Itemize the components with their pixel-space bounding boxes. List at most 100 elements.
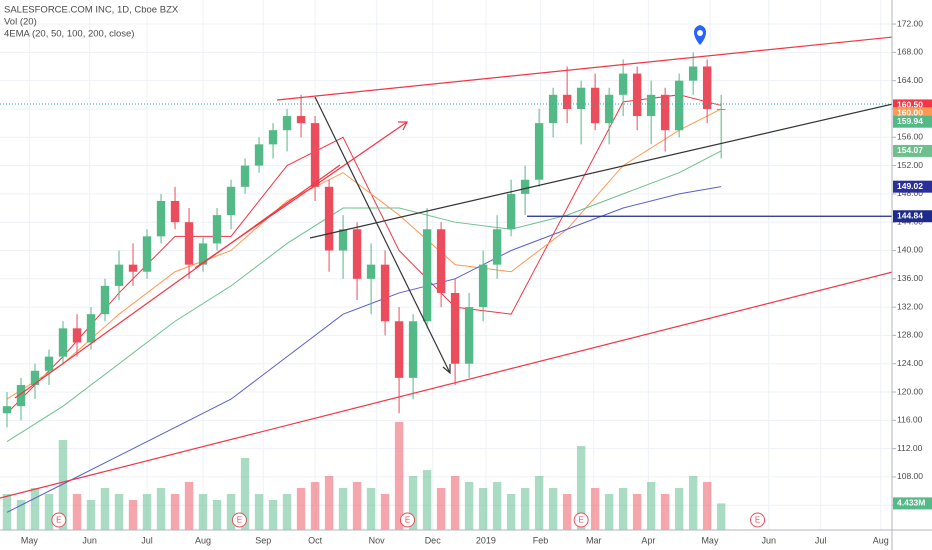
volume-bar bbox=[100, 488, 110, 530]
price-label-bg bbox=[893, 144, 932, 157]
trend-line bbox=[276, 32, 932, 101]
volume-bar bbox=[576, 446, 586, 530]
x-tick-label: Jun bbox=[82, 535, 97, 545]
candle-body bbox=[198, 243, 208, 265]
volume-label: 4.433M bbox=[897, 498, 925, 508]
y-tick-label: 152.00 bbox=[897, 160, 923, 170]
x-tick-label: Jul bbox=[815, 535, 827, 545]
earnings-label: E bbox=[56, 516, 61, 525]
marker-pin-dot bbox=[697, 30, 703, 36]
volume-bar bbox=[184, 482, 194, 530]
x-tick-label: Apr bbox=[641, 535, 655, 545]
x-tick-label: Oct bbox=[308, 535, 323, 545]
y-tick-label: 168.00 bbox=[897, 47, 923, 57]
volume-bar bbox=[660, 494, 670, 530]
y-tick-label: 132.00 bbox=[897, 301, 923, 311]
candle-body bbox=[58, 328, 68, 357]
candle-body bbox=[282, 116, 292, 131]
candle-body bbox=[310, 123, 320, 187]
candle-body bbox=[268, 130, 278, 145]
earnings-badge bbox=[399, 512, 415, 528]
candle-body bbox=[212, 215, 222, 244]
price-label: 159.94 bbox=[897, 116, 923, 126]
volume-bar bbox=[506, 494, 516, 530]
candle-body bbox=[226, 186, 236, 216]
ema-title: 4EMA (20, 50, 100, 200, close) bbox=[4, 29, 134, 40]
candle-body bbox=[492, 229, 502, 265]
price-label: 160.00 bbox=[897, 107, 923, 117]
y-tick-label: 156.00 bbox=[897, 132, 923, 142]
arrow bbox=[314, 96, 451, 374]
candle-body bbox=[352, 229, 362, 279]
y-tick-label: 108.00 bbox=[897, 471, 923, 481]
volume-bar bbox=[534, 476, 544, 530]
volume-bar bbox=[198, 494, 208, 530]
volume-bar bbox=[170, 494, 180, 530]
candle-body bbox=[716, 108, 726, 110]
earnings-badge bbox=[573, 512, 589, 528]
candle-body bbox=[576, 87, 586, 109]
x-tick-label: Feb bbox=[533, 535, 549, 545]
x-tick-label: Nov bbox=[369, 535, 386, 545]
price-label: 149.02 bbox=[897, 181, 923, 191]
candle-body bbox=[156, 200, 166, 237]
candle-body bbox=[408, 321, 418, 378]
candle-body bbox=[394, 321, 404, 378]
candle-body bbox=[506, 193, 516, 230]
earnings-badge bbox=[750, 512, 766, 528]
volume-bar bbox=[212, 500, 222, 530]
candle-body bbox=[464, 307, 474, 364]
volume-bar bbox=[604, 494, 614, 530]
volume-bar bbox=[618, 488, 628, 530]
y-tick-label: 116.00 bbox=[897, 415, 923, 425]
x-tick-label: May bbox=[701, 535, 719, 545]
volume-title: Vol (20) bbox=[4, 17, 37, 28]
ema-line bbox=[6, 150, 722, 442]
candle-body bbox=[380, 264, 390, 322]
volume-bar bbox=[142, 494, 152, 530]
candle-body bbox=[604, 94, 614, 124]
candle-body bbox=[450, 292, 460, 364]
trend-line bbox=[0, 261, 932, 499]
candle-body bbox=[324, 186, 334, 251]
trend-line bbox=[14, 164, 341, 399]
volume-bar bbox=[254, 494, 264, 530]
x-tick-label: May bbox=[21, 535, 39, 545]
volume-bar bbox=[548, 488, 558, 530]
drawings bbox=[0, 25, 932, 499]
candle-body bbox=[170, 200, 180, 223]
y-tick-label: 128.00 bbox=[897, 330, 923, 340]
volume-bar bbox=[86, 500, 96, 530]
price-label: 154.07 bbox=[897, 145, 923, 155]
volume-bar bbox=[674, 488, 684, 530]
earnings-label: E bbox=[578, 516, 583, 525]
volume-bar bbox=[240, 458, 250, 530]
volume-bar bbox=[478, 488, 488, 530]
volume-bar bbox=[464, 482, 474, 530]
candle-body bbox=[44, 356, 54, 371]
volume-bar bbox=[16, 500, 26, 530]
candle-body bbox=[338, 229, 348, 251]
volume-bar bbox=[268, 500, 278, 530]
candle-body bbox=[100, 285, 110, 315]
candle-body bbox=[72, 328, 82, 343]
candle-body bbox=[16, 384, 26, 407]
price-label: 160.50 bbox=[897, 100, 923, 110]
candle-body bbox=[478, 264, 488, 308]
volume-bar bbox=[58, 440, 68, 530]
volume-bar bbox=[422, 470, 432, 530]
ema-line bbox=[6, 108, 722, 400]
candle-body bbox=[520, 179, 530, 194]
candle-body bbox=[296, 116, 306, 124]
volume-bar bbox=[338, 488, 348, 530]
candle-body bbox=[660, 94, 670, 131]
candle-body bbox=[422, 229, 432, 322]
earnings-badge bbox=[231, 512, 247, 528]
candle-body bbox=[562, 94, 572, 109]
x-tick-label: Sep bbox=[255, 535, 271, 545]
candle-body bbox=[702, 66, 712, 109]
candles bbox=[2, 52, 726, 428]
y-tick-label: 172.00 bbox=[897, 18, 923, 28]
x-tick-label: Jul bbox=[141, 535, 153, 545]
candle-body bbox=[632, 73, 642, 117]
